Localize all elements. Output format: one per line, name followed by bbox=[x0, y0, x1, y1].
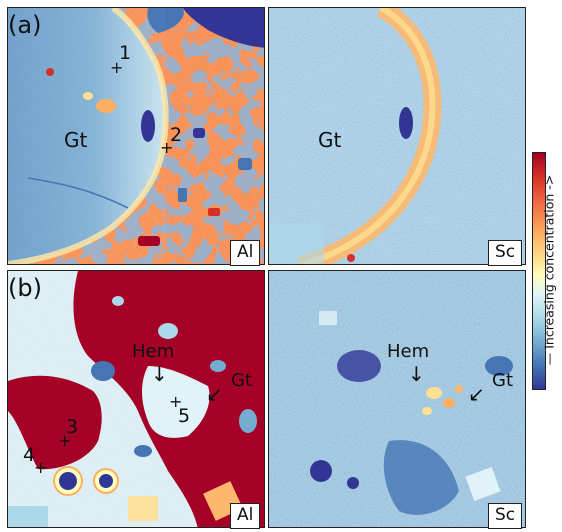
sc-map-a-image bbox=[269, 8, 525, 264]
al-map-a-image bbox=[8, 8, 264, 264]
point-label-2: 2 bbox=[170, 124, 183, 146]
arrow-gt-sc: ↙ bbox=[468, 382, 485, 406]
row-label-b: (b) bbox=[8, 274, 42, 302]
point-label-1: 1 bbox=[119, 42, 132, 64]
point-label-5: 5 bbox=[178, 405, 191, 427]
panel-b-al-map bbox=[7, 270, 265, 528]
marker-label-gt-b-al: Gt bbox=[231, 370, 253, 391]
colorbar-label: — Increasing concentration -> bbox=[541, 174, 557, 366]
point-label-4: 4 bbox=[23, 444, 36, 466]
arrow-gt-al: ↙ bbox=[206, 382, 223, 406]
panel-a-sc-map bbox=[268, 7, 526, 265]
point-cross-4: + bbox=[34, 458, 48, 477]
marker-label-gt-a-al: Gt bbox=[64, 128, 88, 152]
point-cross-5: + bbox=[169, 392, 183, 411]
element-tag-al-a: Al bbox=[230, 240, 261, 266]
element-tag-sc-b: Sc bbox=[488, 503, 523, 529]
arrow-hem-sc: ↓ bbox=[408, 362, 425, 386]
marker-label-gt-a-sc: Gt bbox=[318, 128, 342, 152]
point-cross-1: + bbox=[110, 58, 124, 77]
point-cross-2: + bbox=[160, 138, 174, 157]
panel-a-al-map bbox=[7, 7, 265, 265]
marker-label-hem-b-sc: Hem bbox=[387, 341, 430, 362]
element-tag-sc-a: Sc bbox=[488, 240, 523, 266]
row-label-a: (a) bbox=[8, 11, 42, 39]
colorbar bbox=[532, 152, 546, 390]
panel-b-sc-map bbox=[268, 270, 526, 528]
element-tag-al-b: Al bbox=[230, 503, 261, 529]
sc-map-b-image bbox=[269, 271, 525, 527]
marker-label-gt-b-sc: Gt bbox=[492, 370, 514, 391]
point-cross-3: + bbox=[58, 431, 72, 450]
point-label-3: 3 bbox=[66, 416, 79, 438]
al-map-b-image bbox=[8, 271, 264, 527]
marker-label-hem-b-al: Hem bbox=[132, 341, 175, 362]
arrow-hem-al: ↓ bbox=[151, 362, 168, 386]
